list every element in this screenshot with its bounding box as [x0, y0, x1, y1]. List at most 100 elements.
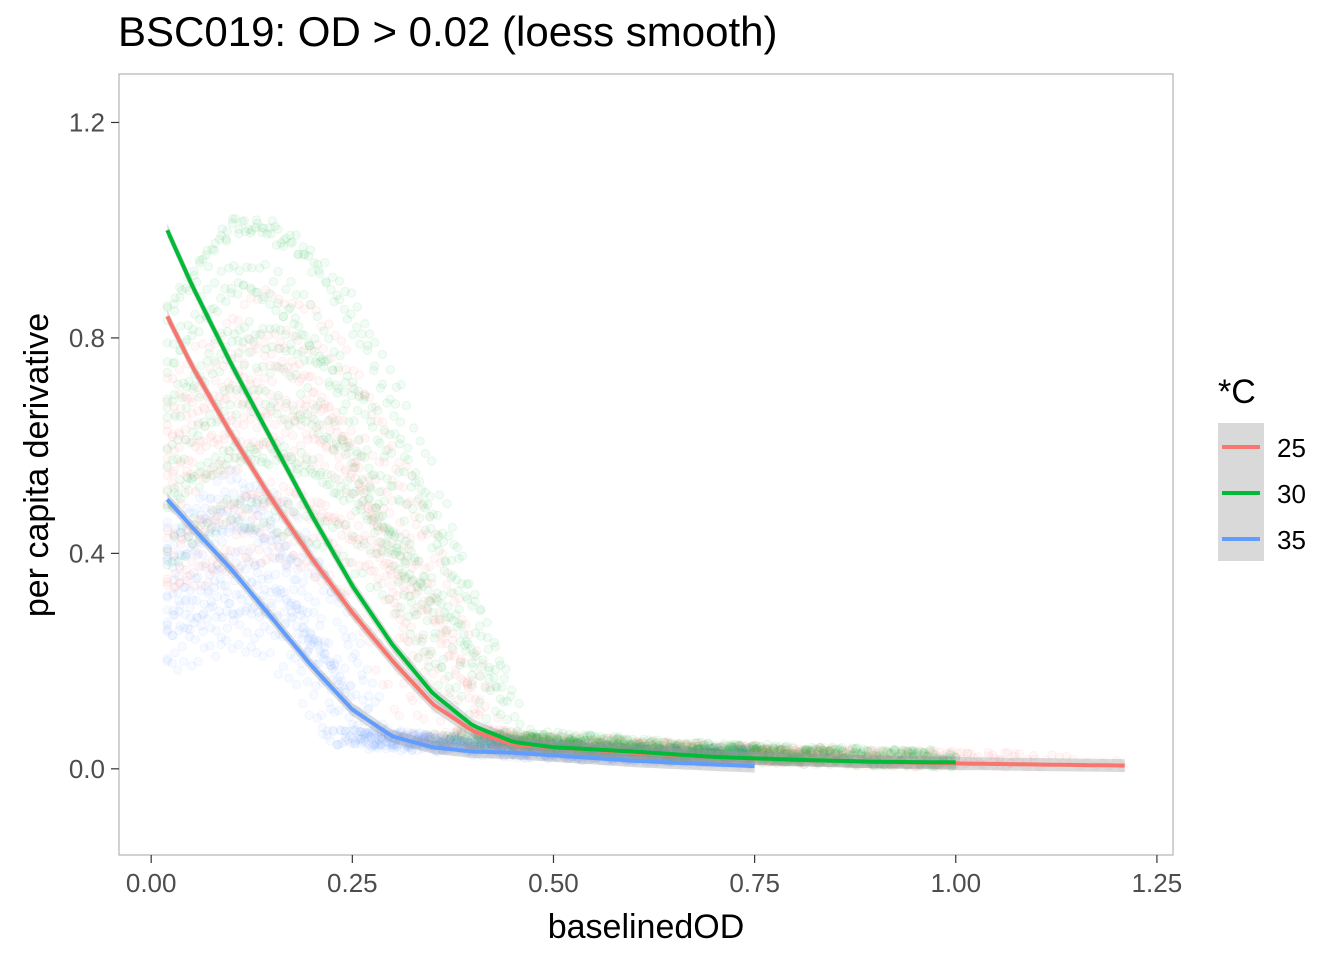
scatter-point	[190, 487, 201, 497]
scatter-point	[340, 520, 350, 530]
scatter-point	[219, 498, 229, 509]
scatter-point	[593, 737, 604, 748]
scatter-point	[309, 434, 319, 444]
scatter-point	[421, 730, 432, 740]
scatter-point	[680, 739, 690, 749]
scatter-point	[285, 508, 296, 518]
scatter-point	[596, 738, 606, 748]
scatter-point	[239, 280, 249, 290]
scatter-point	[576, 736, 587, 747]
scatter-point	[353, 521, 364, 531]
scatter-point	[896, 749, 906, 759]
scatter-point	[236, 589, 246, 599]
scatter-point	[231, 466, 241, 476]
scatter-point	[468, 662, 479, 672]
scatter-point	[346, 468, 357, 479]
scatter-point	[942, 748, 952, 758]
scatter-point	[476, 739, 486, 749]
scatter-point	[181, 565, 191, 575]
scatter-point	[290, 417, 300, 427]
scatter-point	[252, 423, 262, 433]
scatter-point	[477, 735, 487, 746]
scatter-point	[334, 518, 345, 528]
scatter-point	[501, 725, 512, 735]
scatter-point	[475, 695, 485, 705]
scatter-point	[226, 500, 236, 510]
scatter-point	[301, 429, 311, 440]
scatter-point	[347, 535, 357, 545]
scatter-point	[797, 746, 807, 757]
scatter-point	[853, 748, 863, 758]
scatter-point	[226, 465, 236, 475]
scatter-point	[774, 745, 784, 755]
scatter-point	[983, 747, 993, 758]
scatter-point	[557, 735, 568, 746]
scatter-point	[194, 392, 205, 402]
scatter-point	[281, 541, 291, 551]
scatter-point	[189, 567, 199, 578]
scatter-point	[198, 608, 209, 619]
scatter-point	[679, 739, 690, 749]
scatter-point	[235, 620, 245, 630]
scatter-point	[467, 679, 477, 690]
scatter-point	[421, 604, 431, 614]
scatter-point	[302, 452, 312, 462]
scatter-point	[242, 552, 252, 563]
scatter-point	[526, 731, 536, 742]
scatter-point	[869, 746, 879, 756]
scatter-point	[675, 739, 685, 749]
scatter-point	[613, 735, 624, 745]
scatter-point	[743, 745, 753, 756]
scatter-point	[260, 259, 271, 270]
scatter-point	[427, 593, 437, 604]
scatter-point	[189, 381, 199, 391]
scatter-point	[162, 462, 173, 473]
scatter-point	[175, 458, 186, 469]
scatter-point	[273, 669, 283, 679]
scatter-point	[213, 511, 223, 521]
scatter-point	[616, 734, 626, 745]
scatter-point	[219, 430, 230, 440]
scatter-point	[283, 304, 294, 314]
scatter-point	[331, 516, 341, 527]
scatter-point	[349, 489, 359, 499]
scatter-point	[359, 395, 369, 405]
scatter-point	[205, 516, 215, 526]
scatter-point	[316, 576, 327, 587]
scatter-point	[310, 333, 320, 344]
scatter-point	[511, 728, 521, 738]
scatter-point	[489, 637, 499, 648]
scatter-point	[267, 376, 277, 387]
scatter-point	[190, 309, 200, 319]
scatter-point	[222, 226, 233, 236]
scatter-point	[357, 474, 367, 485]
scatter-point	[369, 566, 379, 576]
scatter-point	[332, 675, 343, 686]
scatter-point	[289, 653, 299, 663]
scatter-point	[193, 469, 203, 479]
scatter-point	[170, 531, 180, 542]
scatter-point	[246, 414, 256, 424]
scatter-point	[196, 580, 207, 591]
scatter-point	[239, 360, 249, 370]
scatter-point	[216, 632, 227, 643]
scatter-point	[225, 446, 235, 456]
scatter-point	[353, 386, 364, 396]
scatter-point	[324, 334, 334, 344]
scatter-point	[232, 521, 242, 531]
scatter-point	[416, 579, 426, 589]
scatter-point	[461, 637, 472, 647]
scatter-point	[218, 520, 229, 530]
scatter-point	[808, 749, 818, 759]
scatter-point	[282, 559, 292, 569]
scatter-point	[308, 455, 318, 465]
scatter-point	[277, 550, 287, 561]
scatter-point	[310, 597, 321, 607]
scatter-point	[830, 749, 841, 759]
scatter-point	[938, 751, 948, 761]
scatter-point	[278, 364, 289, 374]
scatter-point	[169, 299, 179, 309]
scatter-point	[748, 744, 759, 755]
scatter-point	[244, 526, 255, 536]
scatter-point	[294, 321, 304, 332]
